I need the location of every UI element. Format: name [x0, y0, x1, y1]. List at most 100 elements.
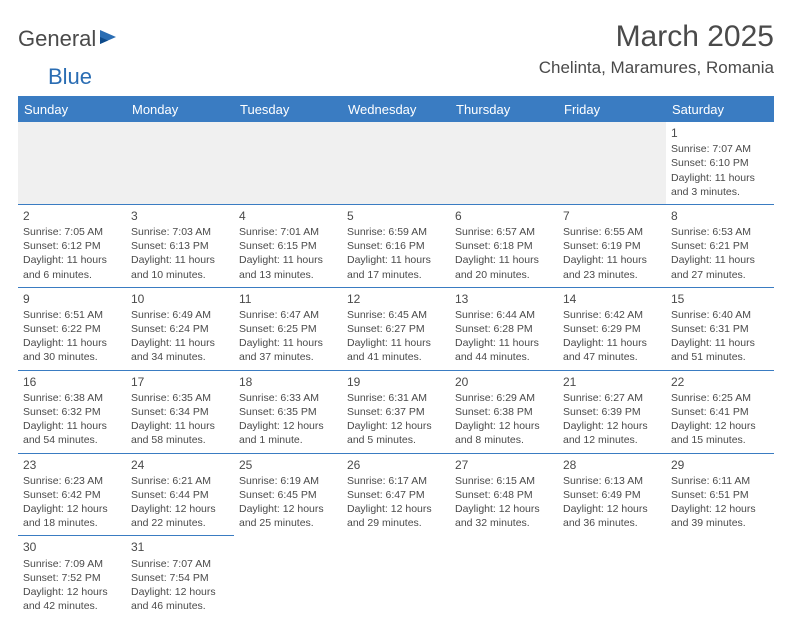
daylight-text: Daylight: 11 hours: [347, 253, 445, 267]
daylight-text: Daylight: 11 hours: [347, 336, 445, 350]
day-header: Thursday: [450, 97, 558, 122]
daylight-text: and 44 minutes.: [455, 350, 553, 364]
sunrise-text: Sunrise: 6:11 AM: [671, 474, 769, 488]
logo: General: [18, 26, 120, 52]
day-number: 8: [671, 208, 769, 224]
daylight-text: and 22 minutes.: [131, 516, 229, 530]
sunset-text: Sunset: 6:45 PM: [239, 488, 337, 502]
calendar-cell: 5Sunrise: 6:59 AMSunset: 6:16 PMDaylight…: [342, 204, 450, 287]
daylight-text: and 8 minutes.: [455, 433, 553, 447]
sunset-text: Sunset: 7:52 PM: [23, 571, 121, 585]
daylight-text: Daylight: 11 hours: [563, 253, 661, 267]
calendar-cell: 10Sunrise: 6:49 AMSunset: 6:24 PMDayligh…: [126, 287, 234, 370]
sunrise-text: Sunrise: 7:07 AM: [131, 557, 229, 571]
sunrise-text: Sunrise: 6:55 AM: [563, 225, 661, 239]
day-number: 18: [239, 374, 337, 390]
calendar-cell: 25Sunrise: 6:19 AMSunset: 6:45 PMDayligh…: [234, 453, 342, 536]
daylight-text: Daylight: 11 hours: [455, 336, 553, 350]
day-number: 15: [671, 291, 769, 307]
daylight-text: Daylight: 12 hours: [131, 502, 229, 516]
daylight-text: Daylight: 12 hours: [563, 502, 661, 516]
sunset-text: Sunset: 6:16 PM: [347, 239, 445, 253]
calendar-cell: 30Sunrise: 7:09 AMSunset: 7:52 PMDayligh…: [18, 536, 126, 618]
daylight-text: Daylight: 12 hours: [671, 419, 769, 433]
daylight-text: and 41 minutes.: [347, 350, 445, 364]
sunset-text: Sunset: 6:10 PM: [671, 156, 769, 170]
calendar-row: 9Sunrise: 6:51 AMSunset: 6:22 PMDaylight…: [18, 287, 774, 370]
day-number: 26: [347, 457, 445, 473]
day-header: Wednesday: [342, 97, 450, 122]
sunset-text: Sunset: 6:44 PM: [131, 488, 229, 502]
daylight-text: Daylight: 11 hours: [131, 253, 229, 267]
calendar-row: 2Sunrise: 7:05 AMSunset: 6:12 PMDaylight…: [18, 204, 774, 287]
daylight-text: and 3 minutes.: [671, 185, 769, 199]
daylight-text: and 34 minutes.: [131, 350, 229, 364]
sunrise-text: Sunrise: 6:44 AM: [455, 308, 553, 322]
sunrise-text: Sunrise: 6:38 AM: [23, 391, 121, 405]
daylight-text: and 6 minutes.: [23, 268, 121, 282]
sunset-text: Sunset: 6:32 PM: [23, 405, 121, 419]
sunset-text: Sunset: 6:22 PM: [23, 322, 121, 336]
daylight-text: and 13 minutes.: [239, 268, 337, 282]
daylight-text: Daylight: 11 hours: [23, 419, 121, 433]
day-number: 12: [347, 291, 445, 307]
calendar-cell: 29Sunrise: 6:11 AMSunset: 6:51 PMDayligh…: [666, 453, 774, 536]
day-number: 2: [23, 208, 121, 224]
sunrise-text: Sunrise: 6:42 AM: [563, 308, 661, 322]
calendar-cell: 8Sunrise: 6:53 AMSunset: 6:21 PMDaylight…: [666, 204, 774, 287]
day-number: 21: [563, 374, 661, 390]
daylight-text: and 20 minutes.: [455, 268, 553, 282]
calendar-cell: 21Sunrise: 6:27 AMSunset: 6:39 PMDayligh…: [558, 370, 666, 453]
day-number: 17: [131, 374, 229, 390]
daylight-text: and 32 minutes.: [455, 516, 553, 530]
calendar-cell: 18Sunrise: 6:33 AMSunset: 6:35 PMDayligh…: [234, 370, 342, 453]
sunset-text: Sunset: 6:18 PM: [455, 239, 553, 253]
sunrise-text: Sunrise: 6:31 AM: [347, 391, 445, 405]
calendar-cell: 6Sunrise: 6:57 AMSunset: 6:18 PMDaylight…: [450, 204, 558, 287]
sunrise-text: Sunrise: 6:15 AM: [455, 474, 553, 488]
day-header: Monday: [126, 97, 234, 122]
day-number: 27: [455, 457, 553, 473]
daylight-text: Daylight: 12 hours: [347, 419, 445, 433]
day-number: 9: [23, 291, 121, 307]
daylight-text: and 30 minutes.: [23, 350, 121, 364]
sunrise-text: Sunrise: 6:59 AM: [347, 225, 445, 239]
sunset-text: Sunset: 6:28 PM: [455, 322, 553, 336]
daylight-text: Daylight: 11 hours: [23, 253, 121, 267]
sunrise-text: Sunrise: 6:33 AM: [239, 391, 337, 405]
daylight-text: and 15 minutes.: [671, 433, 769, 447]
sunrise-text: Sunrise: 6:23 AM: [23, 474, 121, 488]
day-number: 1: [671, 125, 769, 141]
day-header: Tuesday: [234, 97, 342, 122]
sunset-text: Sunset: 6:29 PM: [563, 322, 661, 336]
sunset-text: Sunset: 6:21 PM: [671, 239, 769, 253]
calendar-cell: 20Sunrise: 6:29 AMSunset: 6:38 PMDayligh…: [450, 370, 558, 453]
sunset-text: Sunset: 6:48 PM: [455, 488, 553, 502]
calendar-cell: 27Sunrise: 6:15 AMSunset: 6:48 PMDayligh…: [450, 453, 558, 536]
day-number: 29: [671, 457, 769, 473]
sunset-text: Sunset: 6:41 PM: [671, 405, 769, 419]
calendar-cell: 17Sunrise: 6:35 AMSunset: 6:34 PMDayligh…: [126, 370, 234, 453]
calendar-cell: 19Sunrise: 6:31 AMSunset: 6:37 PMDayligh…: [342, 370, 450, 453]
calendar-cell: [234, 122, 342, 204]
calendar-body: 1 Sunrise: 7:07 AM Sunset: 6:10 PM Daylight…: [18, 122, 774, 618]
daylight-text: and 5 minutes.: [347, 433, 445, 447]
calendar-row: 16Sunrise: 6:38 AMSunset: 6:32 PMDayligh…: [18, 370, 774, 453]
calendar-cell: [450, 536, 558, 618]
daylight-text: and 18 minutes.: [23, 516, 121, 530]
day-number: 16: [23, 374, 121, 390]
daylight-text: Daylight: 11 hours: [239, 336, 337, 350]
daylight-text: Daylight: 11 hours: [671, 336, 769, 350]
sunrise-text: Sunrise: 6:45 AM: [347, 308, 445, 322]
daylight-text: and 37 minutes.: [239, 350, 337, 364]
day-number: 11: [239, 291, 337, 307]
calendar-cell: 23Sunrise: 6:23 AMSunset: 6:42 PMDayligh…: [18, 453, 126, 536]
daylight-text: Daylight: 12 hours: [347, 502, 445, 516]
sunrise-text: Sunrise: 6:21 AM: [131, 474, 229, 488]
sunrise-text: Sunrise: 6:57 AM: [455, 225, 553, 239]
daylight-text: and 17 minutes.: [347, 268, 445, 282]
day-header: Sunday: [18, 97, 126, 122]
daylight-text: and 51 minutes.: [671, 350, 769, 364]
sunset-text: Sunset: 6:42 PM: [23, 488, 121, 502]
daylight-text: and 29 minutes.: [347, 516, 445, 530]
